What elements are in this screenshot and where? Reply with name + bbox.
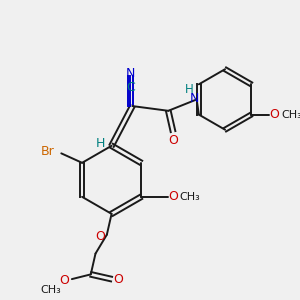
Text: CH₃: CH₃	[41, 286, 62, 296]
Text: H: H	[185, 83, 194, 97]
Text: O: O	[95, 230, 105, 243]
Text: CH₃: CH₃	[180, 192, 201, 202]
Text: O: O	[168, 190, 178, 203]
Text: C: C	[126, 81, 135, 94]
Text: O: O	[113, 273, 123, 286]
Text: O: O	[59, 274, 69, 286]
Text: O: O	[269, 108, 279, 121]
Text: Br: Br	[41, 145, 55, 158]
Text: H: H	[95, 137, 105, 150]
Text: CH₃: CH₃	[281, 110, 300, 120]
Text: N: N	[126, 68, 135, 80]
Text: O: O	[168, 134, 178, 147]
Text: N: N	[190, 92, 200, 105]
